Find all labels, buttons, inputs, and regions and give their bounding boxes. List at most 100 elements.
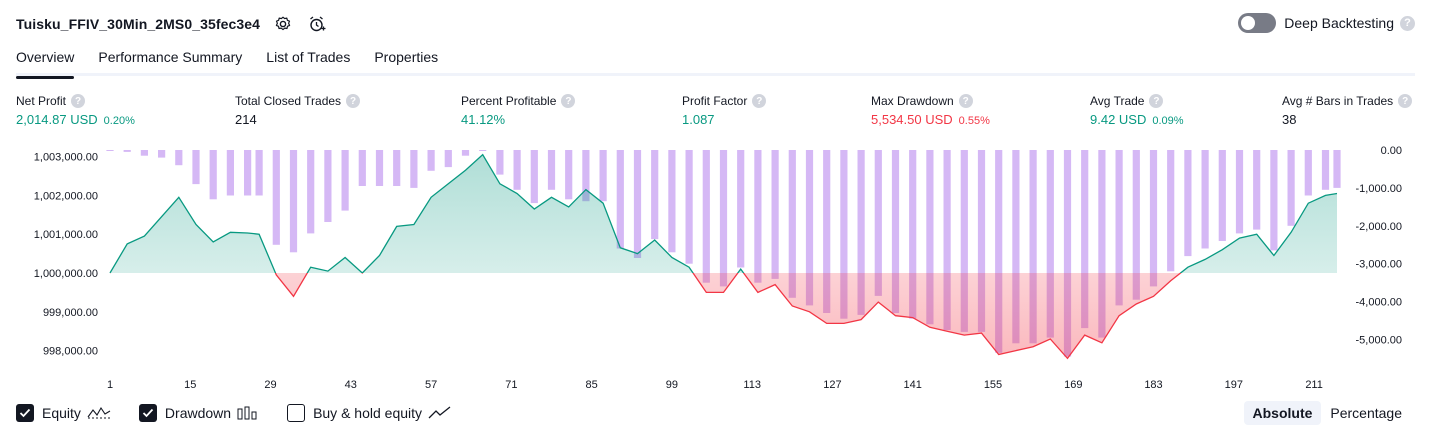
info-icon[interactable]: ?	[71, 94, 86, 108]
drawdown-bar	[1132, 150, 1140, 300]
drawdown-bar	[324, 150, 332, 222]
info-icon[interactable]: ?	[346, 94, 361, 108]
deep-backtesting-toggle[interactable]	[1238, 13, 1277, 33]
drawdown-bar	[1115, 150, 1123, 306]
metric-percent: 0.55%	[958, 115, 990, 127]
drawdown-bar	[1098, 150, 1106, 338]
drawdown-bar	[1333, 150, 1341, 188]
drawdown-bar	[1012, 150, 1020, 344]
drawdown-bar	[1184, 150, 1192, 257]
drawdown-bar	[513, 150, 521, 190]
metric-percent-profitable: Percent Profitable? 41.12%	[461, 94, 576, 127]
drawdown-bar	[582, 150, 590, 202]
metric-value: 5,534.50 USD	[871, 112, 953, 127]
drawdown-bar	[244, 150, 252, 196]
metric-value: 2,014.87 USD	[16, 112, 98, 127]
metric-label: Max Drawdown	[871, 94, 954, 108]
metric-value: 9.42 USD	[1090, 112, 1147, 127]
right-axis-tick: 0.00	[1381, 145, 1402, 157]
drawdown-bar	[788, 150, 796, 298]
equity-drawdown-chart: 1,003,000.00 1,002,000.00 1,001,000.00 1,00…	[34, 145, 1402, 391]
drawdown-bar	[140, 150, 148, 156]
legend-drawdown[interactable]: Drawdown	[138, 404, 259, 422]
metric-value: 1.087	[682, 112, 715, 127]
drawdown-bar	[175, 150, 183, 166]
drawdown-bar	[771, 150, 779, 279]
info-icon[interactable]: ?	[1149, 94, 1164, 108]
metric-max-drawdown: Max Drawdown? 5,534.50 USD 0.55%	[871, 94, 990, 127]
drawdown-bar	[209, 150, 217, 200]
info-icon[interactable]: ?	[1398, 94, 1413, 108]
equity-checkbox[interactable]	[16, 404, 34, 422]
legend-buy-hold-label: Buy & hold equity	[313, 405, 423, 421]
absolute-button[interactable]: Absolute	[1243, 401, 1322, 425]
x-axis-tick: 57	[425, 379, 437, 391]
drawdown-bar	[1270, 150, 1278, 251]
metric-label: Avg # Bars in Trades	[1282, 94, 1394, 108]
tab-performance-summary[interactable]: Performance Summary	[98, 49, 243, 65]
drawdown-bar	[358, 150, 366, 186]
metric-label: Avg Trade	[1090, 94, 1145, 108]
drawdown-bar	[1046, 150, 1054, 338]
tab-overview[interactable]: Overview	[16, 48, 75, 79]
x-axis-tick: 71	[505, 379, 517, 391]
drawdown-bar	[1287, 150, 1295, 226]
deep-backtesting-label: Deep Backtesting	[1284, 15, 1394, 31]
legend-equity[interactable]: Equity	[16, 404, 111, 422]
metric-label: Percent Profitable	[461, 94, 557, 108]
x-axis-tick: 43	[345, 379, 357, 391]
metric-value: 41.12%	[461, 112, 506, 127]
x-axis-tick: 1	[107, 379, 113, 391]
legend-buy-hold[interactable]: Buy & hold equity	[287, 404, 452, 422]
equity-series	[109, 153, 1338, 360]
metric-percent: 0.09%	[1152, 115, 1184, 127]
drawdown-bar	[891, 150, 900, 313]
metric-profit-factor: Profit Factor? 1.087	[682, 94, 767, 127]
legend-equity-label: Equity	[42, 405, 81, 421]
help-icon[interactable]: ?	[1400, 15, 1415, 31]
buy-hold-line-icon	[428, 406, 452, 420]
drawdown-bar	[272, 150, 280, 245]
drawdown-bar	[158, 150, 166, 158]
drawdown-bar	[444, 150, 452, 168]
drawdown-bar	[995, 150, 1003, 353]
drawdown-bar	[960, 150, 968, 332]
left-axis-tick: 1,002,000.00	[34, 190, 98, 202]
x-axis: 1 15 29 43 57 71 85 99 113 127 141 155 169 183 197 211	[107, 379, 1323, 391]
drawdown-bars-icon	[237, 406, 259, 420]
x-axis-tick: 29	[264, 379, 276, 391]
drawdown-bar	[633, 150, 642, 258]
drawdown-bar	[1253, 150, 1261, 230]
info-icon[interactable]: ?	[561, 94, 576, 108]
tab-list-of-trades[interactable]: List of Trades	[266, 49, 351, 65]
metric-total-closed-trades: Total Closed Trades? 214	[235, 94, 361, 127]
left-axis-tick: 1,001,000.00	[34, 229, 98, 241]
buy-hold-checkbox[interactable]	[287, 404, 306, 422]
settings-icon[interactable]	[272, 13, 294, 35]
info-icon[interactable]: ?	[752, 94, 767, 108]
drawdown-bar	[977, 150, 986, 332]
tab-properties[interactable]: Properties	[374, 49, 439, 65]
drawdown-bar	[909, 150, 917, 319]
info-icon[interactable]: ?	[958, 94, 973, 108]
x-axis-tick: 141	[904, 379, 922, 391]
x-axis-tick: 15	[184, 379, 196, 391]
drawdown-bar	[341, 150, 349, 211]
equity-line-negative	[110, 273, 1182, 360]
drawdown-bar	[599, 150, 607, 202]
x-axis-tick: 169	[1064, 379, 1082, 391]
right-axis-tick: -2,000.00	[1356, 221, 1402, 233]
drawdown-bar	[1304, 150, 1312, 196]
alarm-clock-add-icon[interactable]	[306, 13, 328, 35]
x-axis-tick: 183	[1144, 379, 1162, 391]
drawdown-bar	[943, 150, 951, 330]
metric-avg-bars: Avg # Bars in Trades? 38	[1282, 94, 1413, 127]
drawdown-bar	[192, 150, 200, 185]
percentage-button[interactable]: Percentage	[1330, 405, 1402, 421]
drawdown-bar	[393, 150, 401, 186]
metric-value: 214	[235, 112, 257, 127]
left-axis-tick: 1,003,000.00	[34, 152, 98, 164]
drawdown-bar	[805, 150, 814, 306]
left-axis-tick: 998,000.00	[43, 346, 98, 358]
drawdown-checkbox[interactable]	[138, 404, 157, 422]
